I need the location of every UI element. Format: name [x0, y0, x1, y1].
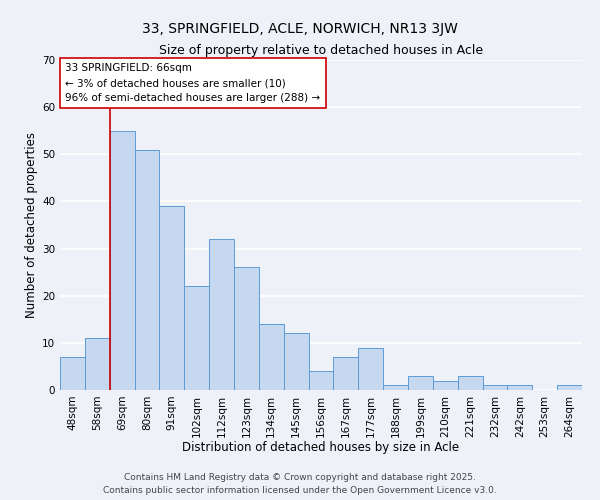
Bar: [284, 334, 308, 390]
Bar: [259, 324, 284, 390]
Bar: [383, 386, 408, 390]
Bar: [334, 357, 358, 390]
Title: Size of property relative to detached houses in Acle: Size of property relative to detached ho…: [159, 44, 483, 58]
Bar: [160, 206, 184, 390]
Bar: [458, 376, 482, 390]
Text: Contains HM Land Registry data © Crown copyright and database right 2025.
Contai: Contains HM Land Registry data © Crown c…: [103, 474, 497, 495]
Bar: [60, 357, 85, 390]
Bar: [110, 130, 134, 390]
X-axis label: Distribution of detached houses by size in Acle: Distribution of detached houses by size …: [182, 441, 460, 454]
Bar: [308, 371, 334, 390]
Bar: [433, 380, 458, 390]
Bar: [134, 150, 160, 390]
Bar: [557, 386, 582, 390]
Bar: [234, 268, 259, 390]
Bar: [508, 386, 532, 390]
Bar: [184, 286, 209, 390]
Bar: [482, 386, 508, 390]
Bar: [85, 338, 110, 390]
Y-axis label: Number of detached properties: Number of detached properties: [25, 132, 38, 318]
Bar: [209, 239, 234, 390]
Bar: [408, 376, 433, 390]
Text: 33 SPRINGFIELD: 66sqm
← 3% of detached houses are smaller (10)
96% of semi-detac: 33 SPRINGFIELD: 66sqm ← 3% of detached h…: [65, 64, 320, 103]
Bar: [358, 348, 383, 390]
Text: 33, SPRINGFIELD, ACLE, NORWICH, NR13 3JW: 33, SPRINGFIELD, ACLE, NORWICH, NR13 3JW: [142, 22, 458, 36]
